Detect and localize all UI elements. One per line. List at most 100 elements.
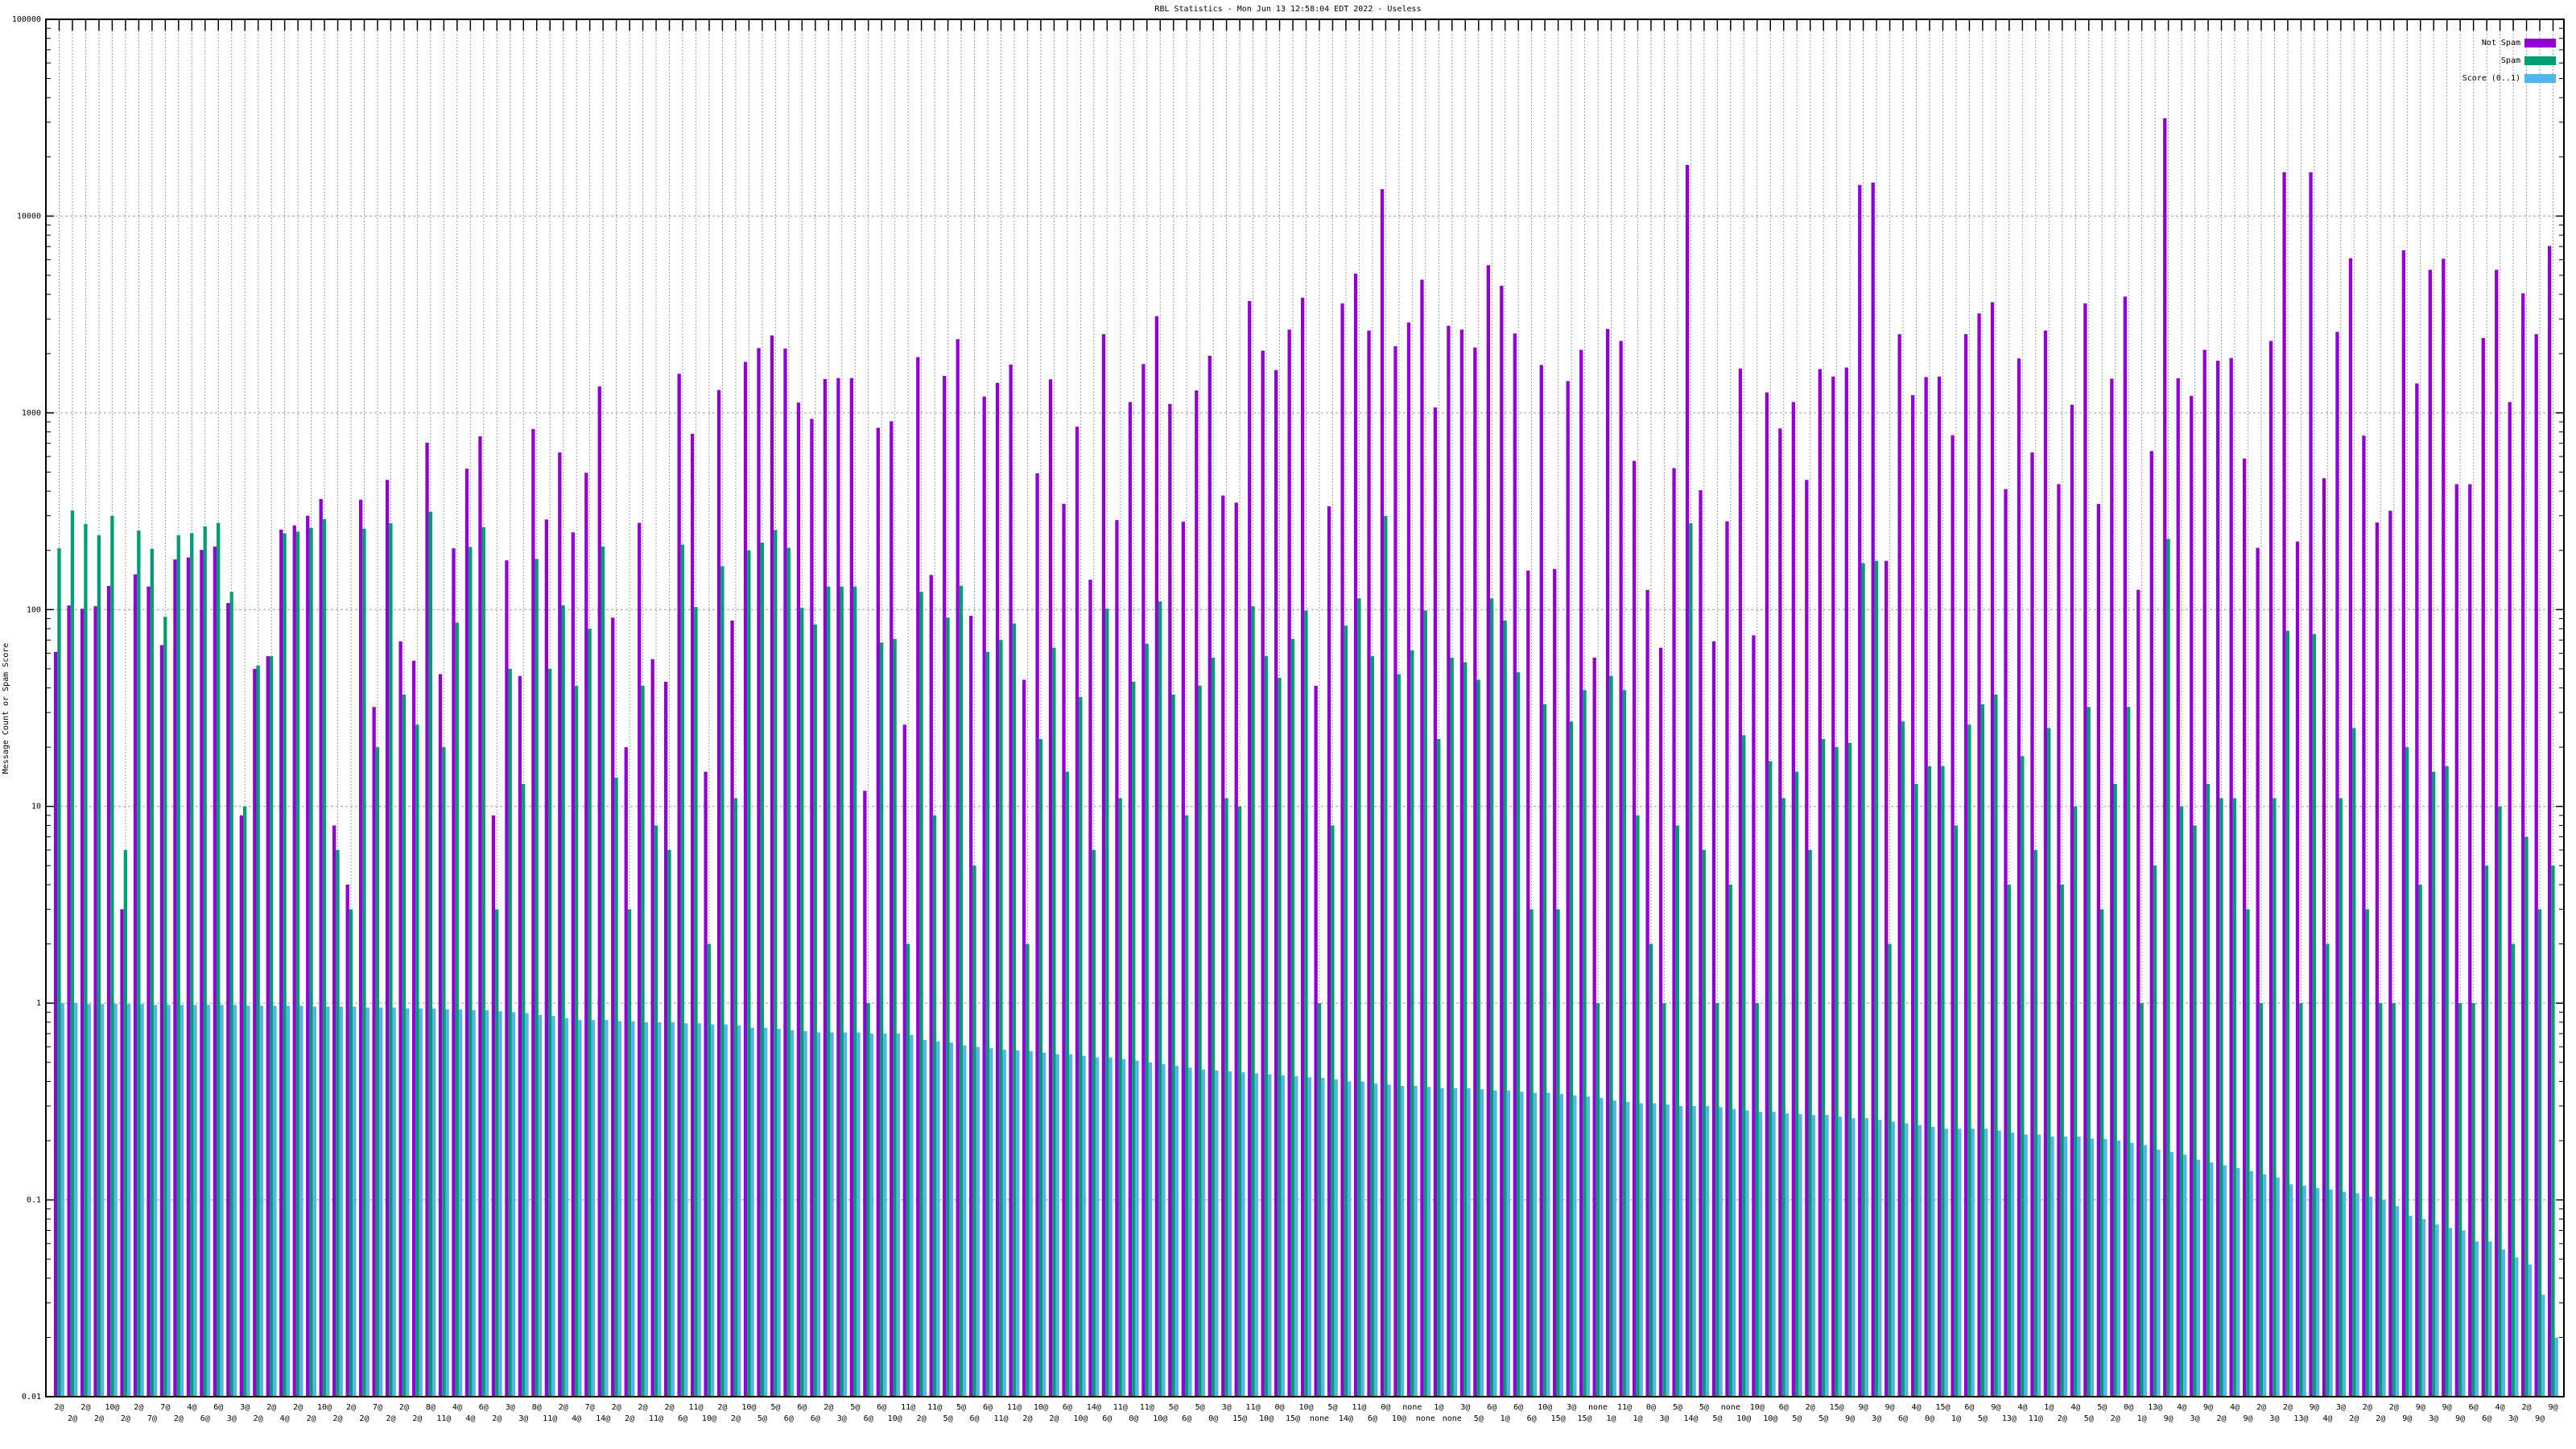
bar-score [1891, 1121, 1895, 1397]
bar-score [246, 1005, 250, 1397]
bar-score [1268, 1074, 1272, 1397]
bar-spam [561, 605, 565, 1397]
bar-spam [2153, 865, 2157, 1397]
bar-not-spam [890, 421, 894, 1397]
bar-spam [1503, 620, 1507, 1397]
bar-not-spam [452, 548, 456, 1397]
bar-not-spam [690, 433, 695, 1397]
bar-spam [2219, 798, 2223, 1397]
x-tick-label: 10@ [1259, 1414, 1274, 1423]
bar-score [1864, 1118, 1869, 1397]
bar-not-spam [969, 615, 973, 1397]
bar-score [923, 1039, 927, 1397]
x-tick-label: 0@ [1381, 1403, 1390, 1412]
bar-not-spam [425, 442, 429, 1397]
bar-not-spam [2017, 358, 2021, 1397]
x-tick-label: 10@ [317, 1403, 332, 1412]
bar-score [2169, 1152, 2174, 1397]
bar-spam [217, 522, 221, 1397]
bar-score [2541, 1294, 2545, 1397]
bar-score [2236, 1168, 2240, 1397]
bar-spam [1052, 647, 1056, 1397]
legend: Not Spam Spam Score (0..1) [2462, 39, 2556, 83]
bar-spam [1463, 662, 1468, 1397]
bar-score [803, 1031, 807, 1397]
x-tick-label: 2@ [333, 1414, 343, 1423]
bar-not-spam [730, 620, 734, 1397]
bar-spam [1742, 735, 1746, 1397]
bar-score [2421, 1219, 2426, 1397]
bar-not-spam [624, 747, 628, 1397]
bar-not-spam [1022, 679, 1026, 1397]
x-tick-label: 9@ [2310, 1403, 2319, 1412]
x-tick-label: 7@ [147, 1414, 157, 1423]
bar-not-spam [1831, 376, 1835, 1397]
bar-not-spam [491, 815, 496, 1397]
bar-score [1653, 1103, 1657, 1397]
x-tick-label: 2@ [2389, 1403, 2399, 1412]
bar-score [1162, 1063, 1166, 1397]
x-tick-label: 2@ [254, 1414, 263, 1423]
bar-spam [2206, 783, 2211, 1397]
bar-score [1254, 1073, 1258, 1397]
x-tick-label: 9@ [2455, 1414, 2465, 1423]
bar-not-spam [1301, 297, 1305, 1397]
bar-not-spam [398, 641, 402, 1397]
bar-not-spam [2004, 489, 2008, 1397]
x-tick-label: 11@ [1246, 1403, 1261, 1412]
bar-score [1426, 1087, 1431, 1397]
bar-score [1666, 1104, 1670, 1397]
bar-spam [959, 585, 964, 1397]
bar-not-spam [306, 515, 310, 1397]
bar-score [406, 1008, 410, 1397]
bar-spam [1118, 798, 1122, 1397]
x-tick-label: 2@ [625, 1414, 634, 1423]
bar-not-spam [411, 660, 416, 1397]
bar-score [1387, 1084, 1391, 1397]
bar-score [1082, 1055, 1086, 1397]
bar-spam [1304, 610, 1308, 1397]
bar-spam [1384, 516, 1388, 1397]
x-tick-label: 4@ [2496, 1403, 2505, 1412]
bar-spam [1290, 638, 1295, 1397]
bar-not-spam [1553, 568, 1557, 1397]
x-tick-label: 11@ [1113, 1403, 1128, 1412]
bar-spam [1888, 943, 1892, 1397]
bar-score [1944, 1129, 1948, 1397]
x-tick-label: 9@ [2416, 1403, 2425, 1412]
bar-score [1785, 1113, 1790, 1397]
x-tick-label: 4@ [2177, 1403, 2186, 1412]
bar-score [74, 1003, 78, 1397]
bar-spam [1450, 657, 1454, 1397]
y-tick-label: 10 [31, 803, 41, 811]
bar-score [1852, 1118, 1856, 1397]
x-tick-label: 2@ [80, 1403, 90, 1412]
bar-spam [322, 518, 327, 1397]
bar-spam [1198, 685, 1202, 1397]
bar-not-spam [1088, 580, 1092, 1397]
bar-not-spam [783, 349, 787, 1397]
bar-spam [1609, 675, 1613, 1397]
bar-spam [176, 535, 180, 1397]
x-tick-label: 11@ [543, 1414, 557, 1423]
bar-score [1984, 1129, 1988, 1397]
x-tick-label: 6@ [1898, 1414, 1908, 1423]
x-tick-label: 9@ [1991, 1403, 2000, 1412]
bar-spam [2471, 1003, 2475, 1397]
bar-spam [2405, 747, 2409, 1397]
bar-score [2475, 1241, 2479, 1397]
bar-score [605, 1020, 609, 1397]
bar-spam [1769, 761, 1773, 1397]
bar-score [2090, 1138, 2095, 1397]
x-tick-label: 10@ [888, 1414, 902, 1423]
bar-not-spam [2375, 522, 2380, 1397]
bar-score [711, 1024, 715, 1397]
x-tick-label: 9@ [2243, 1414, 2252, 1423]
x-tick-label: 10@ [1392, 1414, 1406, 1423]
bar-not-spam [2428, 270, 2432, 1397]
bar-score [2355, 1193, 2359, 1397]
legend-label: Spam [2501, 56, 2520, 65]
bar-spam [1795, 771, 1799, 1397]
x-tick-label: 3@ [2336, 1403, 2346, 1412]
x-tick-label: 5@ [1195, 1403, 1205, 1412]
